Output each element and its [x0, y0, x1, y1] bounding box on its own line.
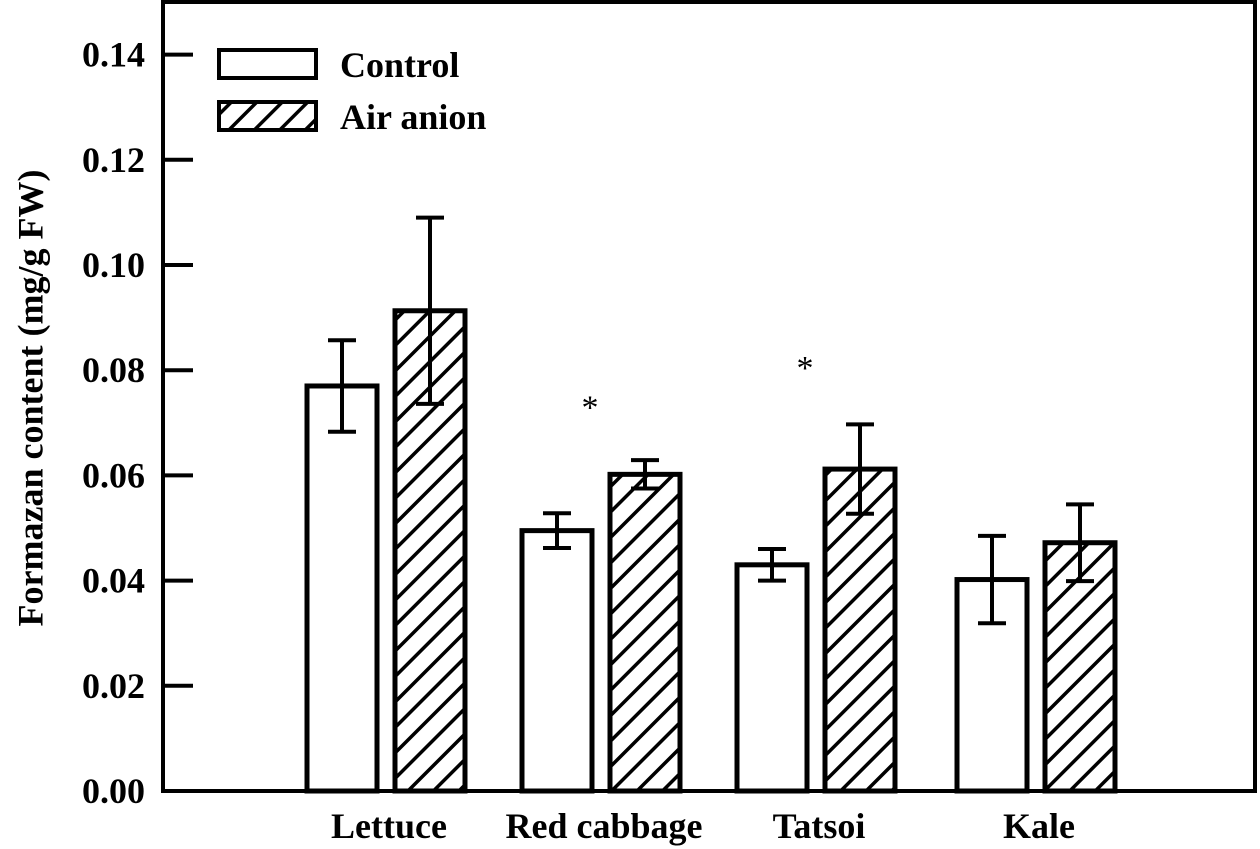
y-tick-label: 0.02 [82, 666, 145, 706]
error-bar-control-red-cabbage [543, 511, 571, 550]
significance-marker: * [797, 350, 814, 387]
legend-label-control: Control [340, 45, 459, 85]
y-tick-label: 0.00 [82, 771, 145, 811]
y-tick-label: 0.12 [82, 140, 145, 180]
y-tick-label: 0.10 [82, 245, 145, 285]
legend-label-air-anion: Air anion [340, 97, 486, 137]
x-tick-label: Lettuce [331, 806, 447, 846]
bar-air-anion-red-cabbage [607, 471, 683, 794]
error-bar-air-anion-kale [1066, 502, 1094, 584]
legend: Control Air anion [217, 45, 486, 137]
error-bar-air-anion-tatsoi [846, 422, 874, 516]
legend-swatch-air-anion [217, 100, 318, 132]
x-tick-label: Tatsoi [773, 806, 866, 846]
y-tick-label: 0.04 [82, 561, 145, 601]
legend-swatch-control [217, 48, 318, 80]
error-bar-control-tatsoi [758, 547, 786, 583]
plot-frame [161, 0, 1257, 793]
bar-control-tatsoi [734, 562, 810, 794]
y-axis: 0.00 0.02 0.04 0.06 0.08 0.10 0.12 0.14 [82, 35, 193, 811]
x-tick-label: Red cabbage [506, 806, 703, 846]
y-tick-label: 0.06 [82, 455, 145, 495]
y-tick-label: 0.08 [82, 350, 145, 390]
error-bar-air-anion-lettuce [416, 215, 444, 406]
error-bar-control-kale [978, 533, 1006, 626]
y-axis-label: Formazan content (mg/g FW) [10, 170, 50, 627]
x-axis: Lettuce Red cabbage Tatsoi Kale [331, 806, 1075, 846]
bar-control-red-cabbage [519, 528, 595, 794]
error-bar-air-anion-red-cabbage [631, 458, 659, 491]
bar-control-lettuce [304, 383, 380, 794]
error-bar-control-lettuce [328, 338, 356, 434]
y-tick-label: 0.14 [82, 35, 145, 75]
x-tick-label: Kale [1003, 806, 1075, 846]
chart-marks: ** [304, 215, 1118, 794]
significance-marker: * [582, 390, 599, 427]
bar-air-anion-tatsoi [822, 466, 898, 794]
